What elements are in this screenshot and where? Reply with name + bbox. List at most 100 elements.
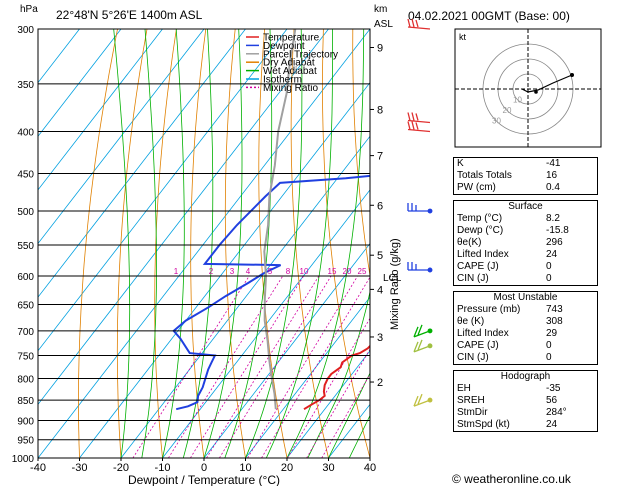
pressure-tick-label: 800 (17, 374, 34, 385)
x-tick-label: -30 (72, 462, 88, 474)
row-label: CAPE (J) (457, 340, 499, 351)
km-tick-label: 5 (377, 250, 383, 262)
table-row: Pressure (mb) 743 (454, 304, 598, 316)
x-tick-label: 40 (364, 462, 376, 474)
row-label: Temp (°C) (457, 213, 503, 224)
wet-adiabat-line (113, 29, 131, 458)
row-value: 24 (546, 249, 558, 260)
copyright-footer: © weatheronline.co.uk (452, 472, 572, 486)
table-row: Temp (°C) 8.2 (454, 213, 598, 225)
isotherm-line (79, 81, 370, 458)
wind-barb-shaft (413, 393, 431, 407)
mixing-ratio-label: 15 (328, 267, 337, 276)
legend-label: Temperature (263, 33, 320, 44)
series-line-0 (303, 344, 370, 411)
index-label: K (457, 158, 464, 169)
table-row: CAPE (J) 0 (454, 340, 598, 352)
row-label: Dewp (°C) (457, 225, 504, 236)
pressure-tick-label: 500 (17, 207, 34, 218)
dry-adiabat-line (618, 29, 629, 458)
mixing-ratio-line (190, 275, 304, 458)
row-label: Lifted Index (457, 249, 509, 260)
legend-label: Parcel Trajectory (263, 49, 338, 60)
pressure-tick-label: 700 (17, 327, 34, 338)
series-line-1 (172, 174, 370, 411)
table-row: EH -35 (454, 383, 598, 395)
dry-adiabat-line (154, 29, 177, 458)
row-label: StmSpd (kt) (457, 419, 510, 430)
km-tick-label: 3 (377, 332, 383, 344)
wind-barb (407, 112, 431, 124)
hpa-axis-label: hPa (20, 4, 38, 15)
x-tick-label: -10 (155, 462, 171, 474)
table-row: CAPE (J) 0 (454, 261, 598, 273)
row-value: 743 (546, 304, 563, 315)
wind-barb (413, 324, 433, 338)
index-value: 0.4 (546, 182, 560, 193)
wind-barb-dot (427, 397, 433, 403)
isotherm-line (38, 29, 329, 406)
mixing-ratio-label: 1 (174, 267, 179, 276)
pressure-tick-label: 650 (17, 301, 34, 312)
isotherm-line (38, 29, 80, 84)
mixing-ratio-line (321, 373, 370, 458)
pressure-tick-label: 450 (17, 169, 34, 180)
wind-barb (413, 339, 433, 353)
isotherm-line (38, 29, 370, 458)
row-value: 29 (546, 328, 558, 339)
isotherm-line (245, 296, 370, 458)
mixing-ratio-axis-label: Mixing Ratio (g/kg) (389, 238, 401, 330)
mixing-ratio-label: 8 (286, 267, 291, 276)
section-title: Surface (508, 201, 543, 212)
pressure-tick-label: 1000 (12, 454, 35, 465)
datetime-title: 04.02.2021 00GMT (Base: 00) (408, 9, 570, 23)
table-row: Lifted Index 29 (454, 328, 598, 340)
isotherm-line (286, 350, 370, 458)
section-title: Most Unstable (493, 292, 558, 303)
row-value: 0 (546, 273, 552, 284)
index-value: 16 (546, 170, 558, 181)
index-label: PW (cm) (457, 182, 496, 193)
table-row: K -41 (454, 158, 598, 171)
wind-barb (407, 18, 431, 30)
km-axis-label: km (374, 4, 387, 15)
wind-barb-dot (427, 208, 433, 214)
mixing-ratio-label: 20 (343, 267, 352, 276)
wind-barb-dot (427, 343, 433, 349)
pressure-tick-label: 300 (17, 25, 34, 36)
wind-barb-shaft (407, 112, 431, 124)
pressure-tick-label: 900 (17, 416, 34, 427)
pressure-tick-label: 750 (17, 351, 34, 362)
hodograph-ring-label: 10 (513, 96, 522, 105)
hodograph-table: Hodograph EH -35 SREH 56 StmDir 284° StmSpd… (453, 370, 598, 432)
row-label: θe (K) (457, 316, 485, 327)
isotherm-line (38, 29, 246, 298)
row-value: 0 (546, 261, 552, 272)
pressure-tick-label: 600 (17, 272, 34, 283)
x-tick-label: -40 (30, 462, 46, 474)
row-label: θe(K) (457, 237, 482, 248)
legend-label: Isotherm (263, 75, 302, 86)
dry-adiabat-line (78, 29, 118, 458)
mixing-ratio-label: 25 (358, 267, 367, 276)
storm-motion-point (534, 90, 538, 94)
row-value: -15.8 (546, 225, 569, 236)
hodograph-frame (454, 28, 602, 148)
isotherm-line (203, 242, 370, 458)
table-row: SREH 56 (454, 395, 598, 407)
km-tick-label: 9 (377, 43, 383, 55)
isotherm-line (38, 29, 163, 191)
table-row: Totals Totals 16 (454, 170, 598, 182)
wind-barb-dot (427, 328, 433, 334)
row-label: Pressure (mb) (457, 304, 521, 315)
wind-barb-shaft (413, 339, 431, 353)
wind-barb (413, 393, 433, 407)
legend-label: Dewpoint (263, 41, 305, 52)
row-label: StmDir (457, 407, 488, 418)
row-label: SREH (457, 395, 485, 406)
dry-adiabat-line (224, 29, 246, 458)
series-line-2 (263, 29, 297, 410)
pressure-tick-label: 850 (17, 396, 34, 407)
mixing-ratio-label: 10 (300, 267, 309, 276)
